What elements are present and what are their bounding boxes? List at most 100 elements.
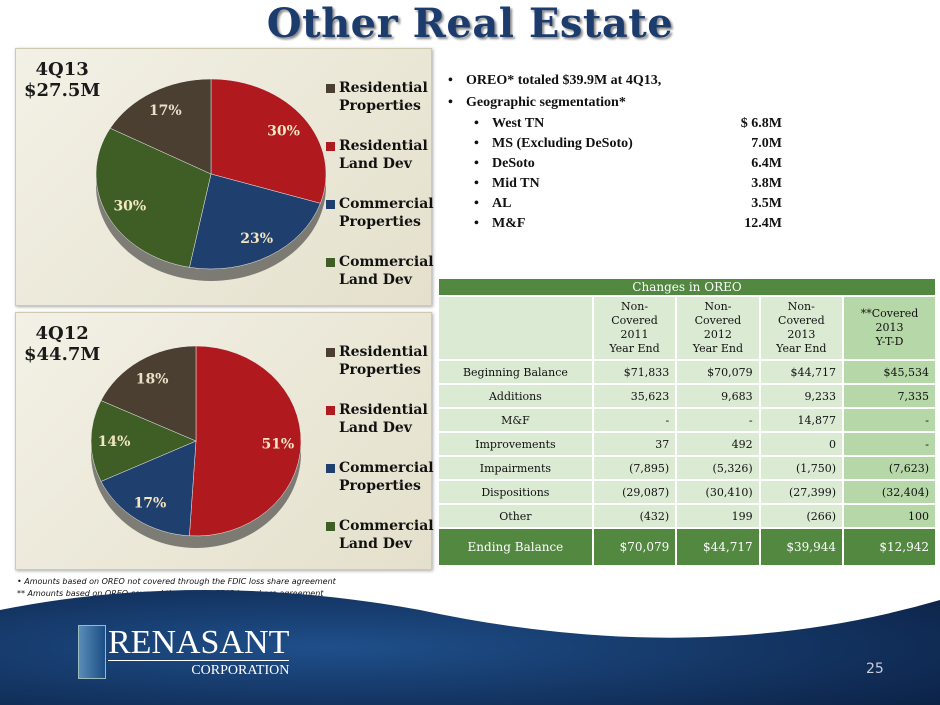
legend-item: Residential Properties — [326, 343, 434, 379]
geo-name: M&F — [492, 216, 526, 231]
table-cell: $45,534 — [844, 361, 935, 383]
pie-legend: Residential Properties Residential Land D… — [326, 343, 434, 575]
table-cell: (27,399) — [760, 481, 843, 503]
table-row: Improvements 37 492 0- — [439, 433, 935, 455]
table-cell: 14,877 — [760, 409, 843, 431]
legend-swatch — [326, 142, 335, 151]
pie-data-label: 23% — [240, 231, 273, 247]
row-label: Additions — [439, 385, 592, 407]
pie-period: 4Q12 — [35, 323, 89, 344]
pie-data-label: 14% — [98, 434, 131, 450]
pie-title: 4Q12 $44.7M — [24, 323, 100, 365]
pie-chart-4q12: 51% 17% 14% 18% — [90, 345, 302, 548]
geo-item: • West TN $ 6.8M — [474, 114, 782, 134]
geo-name: AL — [492, 196, 512, 211]
table-cell: $44,717 — [677, 529, 759, 565]
legend-item: Residential Land Dev — [326, 137, 434, 173]
legend-label: Commercial Land Dev — [339, 518, 434, 552]
geo-item: • M&F 12.4M — [474, 214, 782, 234]
table-row: Beginning Balance $71,833 $70,079 $44,717 $4… — [439, 361, 935, 383]
legend-label: Residential Properties — [339, 344, 428, 378]
table-cell: $44,717 — [760, 361, 843, 383]
legend-swatch — [326, 464, 335, 473]
legend-swatch — [326, 348, 335, 357]
pie-data-label: 30% — [113, 199, 146, 215]
table-row: Other (432) 199 (266) 100 — [439, 505, 935, 527]
geo-item: • DeSoto 6.4M — [474, 154, 782, 174]
legend-item: Commercial Properties — [326, 459, 434, 495]
pie-title: 4Q13 $27.5M — [24, 59, 100, 101]
legend-swatch — [326, 406, 335, 415]
legend-label: Residential Land Dev — [339, 138, 428, 172]
pie-panel-4q13: 30% 23% 30% 17% 4Q13 $27.5M Residential Prop… — [15, 48, 434, 306]
pie-slice-residential-properties — [100, 345, 197, 442]
legend-label: Residential Properties — [339, 80, 428, 114]
row-label: M&F — [439, 409, 592, 431]
page-number: 25 — [866, 661, 884, 677]
pie-slice-residential-land-dev — [189, 345, 302, 537]
pie-chart-4q13: 30% 23% 30% 17% — [95, 78, 327, 281]
geo-name: MS (Excluding DeSoto) — [492, 136, 633, 151]
pie-data-label: 17% — [134, 495, 167, 511]
table-cell: (30,410) — [677, 481, 759, 503]
geo-value: 3.5M — [751, 196, 782, 211]
geo-value: 6.4M — [751, 156, 782, 171]
legend-item: Residential Properties — [326, 79, 434, 115]
legend-label: Commercial Properties — [339, 460, 434, 494]
table-header-blank — [439, 297, 592, 359]
row-label: Improvements — [439, 433, 592, 455]
table-cell: 0 — [760, 433, 843, 455]
geo-value: 12.4M — [744, 216, 782, 231]
logo-mark-icon — [78, 625, 106, 679]
table-cell: $70,079 — [593, 529, 676, 565]
table-cell: 9,233 — [760, 385, 843, 407]
table-cell: 9,683 — [677, 385, 759, 407]
renasant-logo: RENASANT CORPORATION — [78, 625, 290, 679]
pie-total: $27.5M — [24, 80, 101, 101]
table-cell: $12,942 — [844, 529, 935, 565]
legend-label: Residential Land Dev — [339, 402, 428, 436]
legend-label: Commercial Properties — [339, 196, 434, 230]
table-row: Additions 35,623 9,683 9,233 7,335 — [439, 385, 935, 407]
oreo-table: Changes in OREO Non- Covered 2011 Year En… — [437, 277, 937, 567]
table-cell: 37 — [593, 433, 676, 455]
table-cell: 492 — [677, 433, 759, 455]
footnote-1: • Amounts based on OREO not covered thro… — [17, 577, 336, 586]
table-row: Impairments (7,895) (5,326) (1,750) (7,623) — [439, 457, 935, 479]
table-cell: (1,750) — [760, 457, 843, 479]
pie-data-label: 17% — [149, 103, 182, 119]
pie-slice-residential-properties — [109, 78, 212, 175]
legend-swatch — [326, 258, 335, 267]
row-label: Dispositions — [439, 481, 592, 503]
table-cell: 7,335 — [844, 385, 935, 407]
legend-swatch — [326, 84, 335, 93]
table-cell: 35,623 — [593, 385, 676, 407]
legend-item: Commercial Land Dev — [326, 517, 434, 553]
table-cell: (5,326) — [677, 457, 759, 479]
table-cell: - — [844, 409, 935, 431]
table-cell: 199 — [677, 505, 759, 527]
pie-slice-commercial-properties — [100, 440, 197, 537]
legend-swatch — [326, 200, 335, 209]
table-cell: (29,087) — [593, 481, 676, 503]
table-row-ending: Ending Balance $70,079 $44,717 $39,944 $12,9… — [439, 529, 935, 565]
legend-label: Commercial Land Dev — [339, 254, 434, 288]
geo-list: • West TN $ 6.8M • MS (Excluding DeSoto) 7.0M… — [474, 114, 782, 234]
pie-total: $44.7M — [24, 344, 101, 365]
row-label: Impairments — [439, 457, 592, 479]
pie-slice-commercial-land-dev — [90, 400, 197, 482]
legend-item: Commercial Land Dev — [326, 253, 434, 289]
table-cell: $70,079 — [677, 361, 759, 383]
table-cell: $39,944 — [760, 529, 843, 565]
legend-swatch — [326, 522, 335, 531]
table-header: Non- Covered 2013 Year End — [760, 297, 843, 359]
geo-name: Mid TN — [492, 176, 540, 191]
bullet-oreo-total: OREO* totaled $39.9M at 4Q13, — [466, 73, 662, 88]
bullet-geo: Geographic segmentation* — [466, 95, 626, 110]
table-header: **Covered 2013 Y-T-D — [844, 297, 935, 359]
pie-period: 4Q13 — [35, 59, 89, 80]
table-caption: Changes in OREO — [439, 279, 935, 295]
geo-item: • MS (Excluding DeSoto) 7.0M — [474, 134, 782, 154]
table-cell: (7,895) — [593, 457, 676, 479]
table-row: M&F - -14,877- — [439, 409, 935, 431]
